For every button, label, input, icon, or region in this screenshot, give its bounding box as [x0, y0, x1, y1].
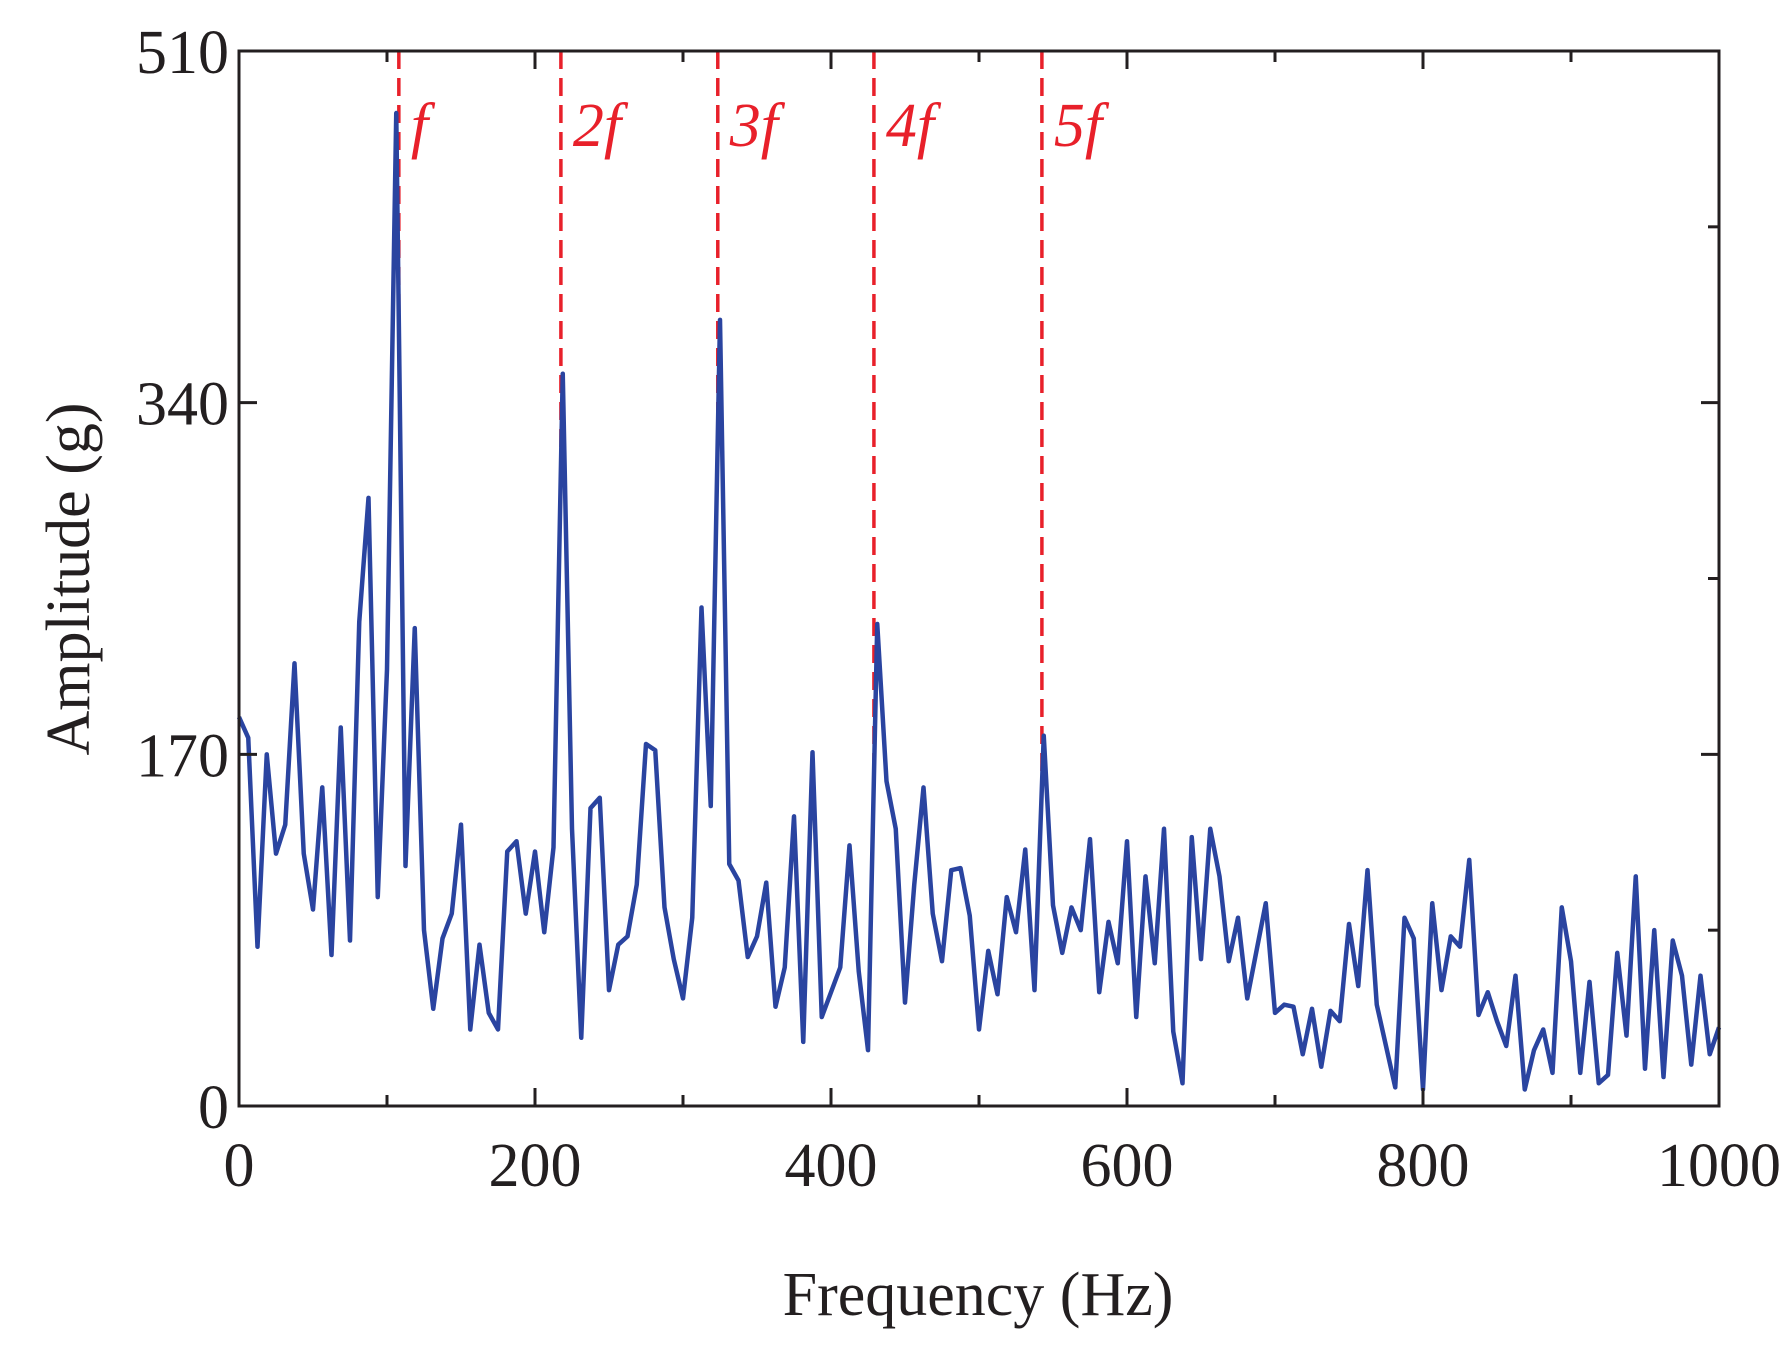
y-tick-label: 340	[136, 371, 229, 439]
x-tick-label: 1000	[1657, 1132, 1781, 1200]
data-line	[236, 110, 1722, 1092]
x-tick-label: 200	[489, 1132, 582, 1200]
harmonic-label: 3f	[729, 92, 786, 160]
x-tick-label: 800	[1377, 1132, 1470, 1200]
x-axis-title: Frequency (Hz)	[783, 1261, 1174, 1329]
harmonic-label: f	[411, 92, 436, 160]
y-tick-label: 0	[198, 1074, 229, 1142]
x-tick-label: 400	[785, 1132, 878, 1200]
y-axis-title: Amplitude (g)	[35, 403, 103, 756]
harmonic-label: 2f	[573, 92, 629, 160]
y-tick-label: 510	[136, 19, 229, 87]
y-tick-label: 170	[136, 722, 229, 790]
x-tick-label: 0	[224, 1132, 255, 1200]
plot-frame	[237, 49, 1721, 1108]
x-tick-label: 600	[1081, 1132, 1174, 1200]
harmonic-label: 4f	[886, 92, 942, 160]
harmonic-label: 5f	[1054, 92, 1110, 160]
